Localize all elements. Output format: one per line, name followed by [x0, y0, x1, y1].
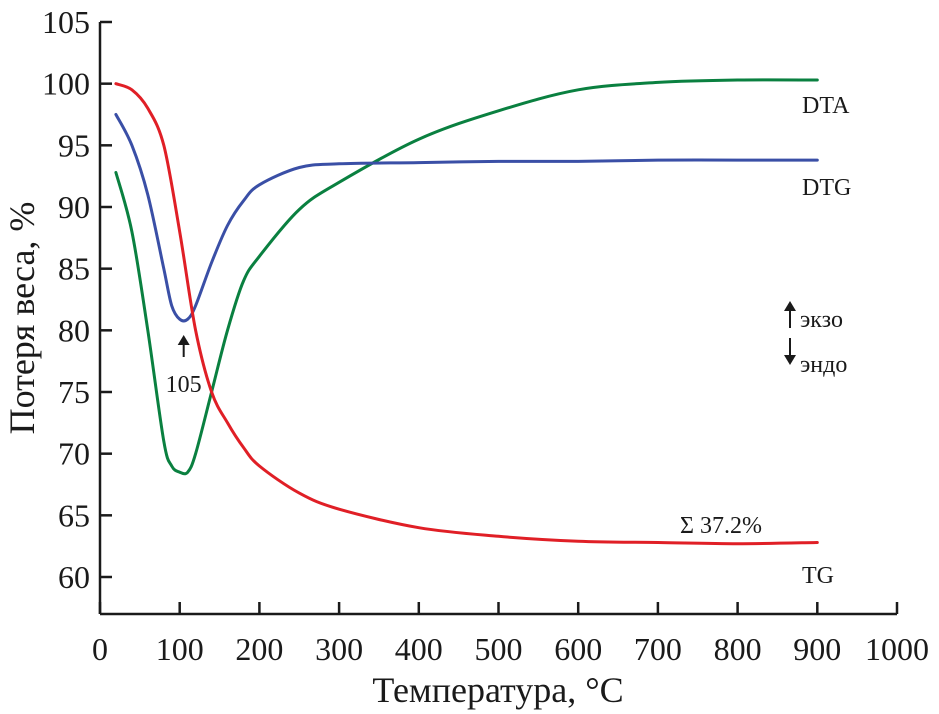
y-tick-label: 105: [42, 4, 90, 40]
x-tick-label: 700: [634, 631, 682, 667]
x-tick-label: 400: [395, 631, 443, 667]
up-arrow-icon: [784, 301, 796, 328]
y-tick-label: 90: [58, 189, 90, 225]
peak-arrow-icon: [177, 335, 190, 357]
y-tick-label: 100: [42, 66, 90, 102]
y-tick-label: 80: [58, 312, 90, 348]
endo-label: эндо: [800, 352, 847, 378]
y-tick-label: 75: [58, 374, 90, 410]
series-line-dta: [114, 78, 819, 476]
series-label-tg: TG: [802, 563, 834, 589]
exo-endo-indicator: экзо эндо: [784, 301, 847, 378]
x-tick-label: 300: [315, 631, 363, 667]
x-tick-label: 600: [554, 631, 602, 667]
y-axis-title: Потеря веса, %: [2, 202, 42, 435]
down-arrow-icon: [784, 338, 796, 365]
x-tick-label: 100: [156, 631, 204, 667]
x-tick-label: 500: [475, 631, 523, 667]
x-tick-label: 900: [793, 631, 841, 667]
exo-label: экзо: [800, 307, 843, 333]
peak-temperature-label: 105: [166, 372, 202, 398]
y-tick-label: 65: [58, 497, 90, 533]
series-line-tg: [114, 82, 819, 546]
total-loss-label: Σ 37.2%: [680, 513, 762, 539]
y-tick-label: 95: [58, 127, 90, 163]
x-tick-label: 200: [235, 631, 283, 667]
series-line-dtg: [114, 113, 819, 323]
y-ticks: 60 65 70 75 80 85 90 95 100 105: [42, 4, 112, 595]
y-tick-label: 85: [58, 251, 90, 287]
series-label-dtg: DTG: [802, 175, 851, 201]
y-tick-label: 70: [58, 436, 90, 472]
x-tick-label: 0: [92, 631, 108, 667]
series-group: [114, 78, 819, 546]
y-tick-label: 60: [58, 559, 90, 595]
series-label-dta: DTA: [802, 93, 850, 119]
x-tick-label: 1000: [865, 631, 929, 667]
x-tick-label: 800: [714, 631, 762, 667]
x-ticks: 0 100 200 300 400 500 600 700 800 900 1000: [92, 602, 929, 667]
x-axis-title: Температура, °C: [372, 670, 623, 710]
